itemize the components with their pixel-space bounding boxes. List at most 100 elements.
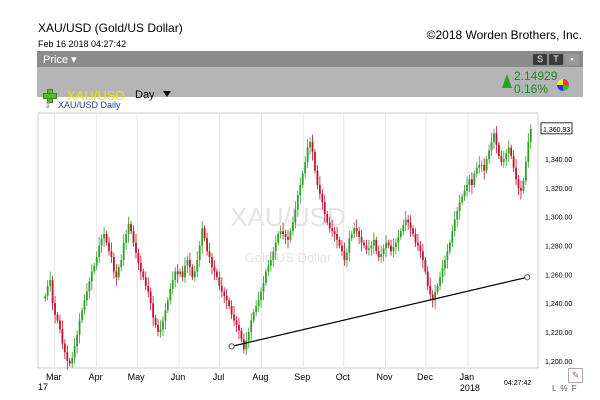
candle-body	[372, 239, 375, 246]
candle-body	[284, 234, 287, 237]
candle-body	[88, 281, 91, 292]
candle-body	[458, 202, 461, 211]
candle-body	[218, 277, 221, 286]
candle-body	[223, 291, 226, 296]
copyright-text: ©2018 Worden Brothers, Inc.	[426, 28, 582, 42]
candle-body	[522, 180, 525, 191]
candle-body	[497, 144, 500, 157]
watermark-symbol: XAU/USD	[230, 202, 346, 232]
price-change: 2.14929	[514, 69, 558, 83]
series-label: XAU/USD Daily	[58, 100, 121, 110]
candle-body	[421, 251, 424, 260]
candle-body	[93, 265, 96, 272]
candle-body	[434, 291, 437, 301]
save-icon[interactable]: ▪	[565, 54, 579, 65]
candle-body	[483, 164, 486, 171]
candle-body	[98, 245, 101, 258]
color-wheel-icon[interactable]	[557, 79, 569, 91]
candle-body	[507, 147, 510, 154]
candle-body	[127, 223, 130, 235]
x-tick-label: Jul	[213, 372, 225, 382]
candle-body	[444, 259, 446, 269]
candle-body	[147, 285, 150, 292]
candle-body	[198, 245, 201, 260]
y-tick-label: 1,240.00	[545, 301, 572, 308]
symbol-label[interactable]: XAU/USD	[67, 88, 125, 103]
candle-body	[365, 245, 368, 250]
candle-body	[54, 303, 56, 315]
price-panel-toolbar: Price ▾ S T ▪ XAU/USD Day 2.14929 0.16%	[37, 51, 583, 103]
candle-body	[213, 267, 216, 272]
candle-body	[304, 161, 307, 174]
trendline-handle-end	[524, 274, 531, 281]
candle-body	[149, 291, 152, 304]
x-tick-label: Jun	[171, 372, 186, 382]
candle-body	[493, 133, 495, 142]
candle-body	[358, 231, 361, 237]
candle-body	[117, 267, 120, 278]
candle-body	[171, 280, 174, 289]
y-tick-label: 1,280.00	[545, 244, 572, 251]
candle-body	[382, 248, 385, 255]
candle-body	[345, 252, 348, 260]
drag-handle-icon[interactable]: ⇕	[44, 100, 52, 110]
candle-body	[309, 141, 311, 148]
candle-body	[137, 252, 140, 263]
candle-body	[125, 234, 128, 243]
candle-body	[480, 164, 483, 166]
candle-body	[220, 285, 223, 292]
candle-body	[502, 159, 505, 162]
candle-body	[154, 317, 157, 325]
chevron-down-icon[interactable]	[163, 91, 171, 97]
candle-body	[61, 329, 64, 344]
candle-body	[230, 306, 233, 315]
candle-body	[76, 334, 79, 347]
candle-body	[429, 285, 432, 295]
candle-body	[159, 329, 162, 332]
candle-body	[81, 310, 83, 321]
candle-body	[130, 223, 132, 232]
x-tick-label: Aug	[252, 372, 268, 382]
candle-body	[272, 251, 275, 260]
candle-body	[233, 314, 235, 321]
candle-body	[279, 231, 282, 235]
candle-body	[306, 147, 309, 162]
x-tick-label: Sep	[294, 372, 310, 382]
candle-body	[142, 271, 145, 278]
candle-body	[453, 219, 456, 232]
candle-body	[348, 238, 351, 253]
candle-body	[512, 156, 515, 168]
footer-icons[interactable]: L % F	[552, 384, 578, 393]
candle-body	[510, 147, 513, 157]
candle-body	[44, 295, 47, 299]
candle-body	[350, 234, 353, 239]
last-price-box	[540, 122, 573, 135]
trendline-handle-start	[228, 343, 235, 350]
x-tick-label: May	[128, 372, 146, 382]
trendline	[231, 276, 528, 347]
price-menu-button[interactable]: Price ▾	[43, 54, 77, 66]
candle-body	[426, 271, 429, 286]
candle-body	[86, 291, 88, 301]
style-button[interactable]: S	[533, 54, 547, 65]
candle-body	[257, 300, 260, 307]
watermark-name: Gold/US Dollar	[245, 250, 332, 265]
candle-body	[407, 219, 410, 223]
candle-body	[466, 185, 468, 191]
y-tick-label: 1,320.00	[545, 186, 572, 193]
pencil-icon[interactable]: ✎	[568, 368, 583, 383]
period-dropdown[interactable]: Day	[135, 89, 155, 101]
candle-body	[245, 340, 248, 350]
candle-body	[135, 242, 137, 253]
candle-body	[341, 245, 343, 252]
candle-body	[68, 360, 71, 364]
candle-body	[186, 259, 189, 266]
add-symbol-icon[interactable]	[43, 89, 57, 103]
candle-body	[267, 265, 270, 272]
candle-body	[336, 234, 338, 240]
candle-body	[277, 234, 280, 243]
candle-body	[360, 236, 363, 243]
candle-body	[166, 300, 169, 311]
candle-body	[353, 228, 356, 235]
text-button[interactable]: T	[549, 54, 563, 65]
